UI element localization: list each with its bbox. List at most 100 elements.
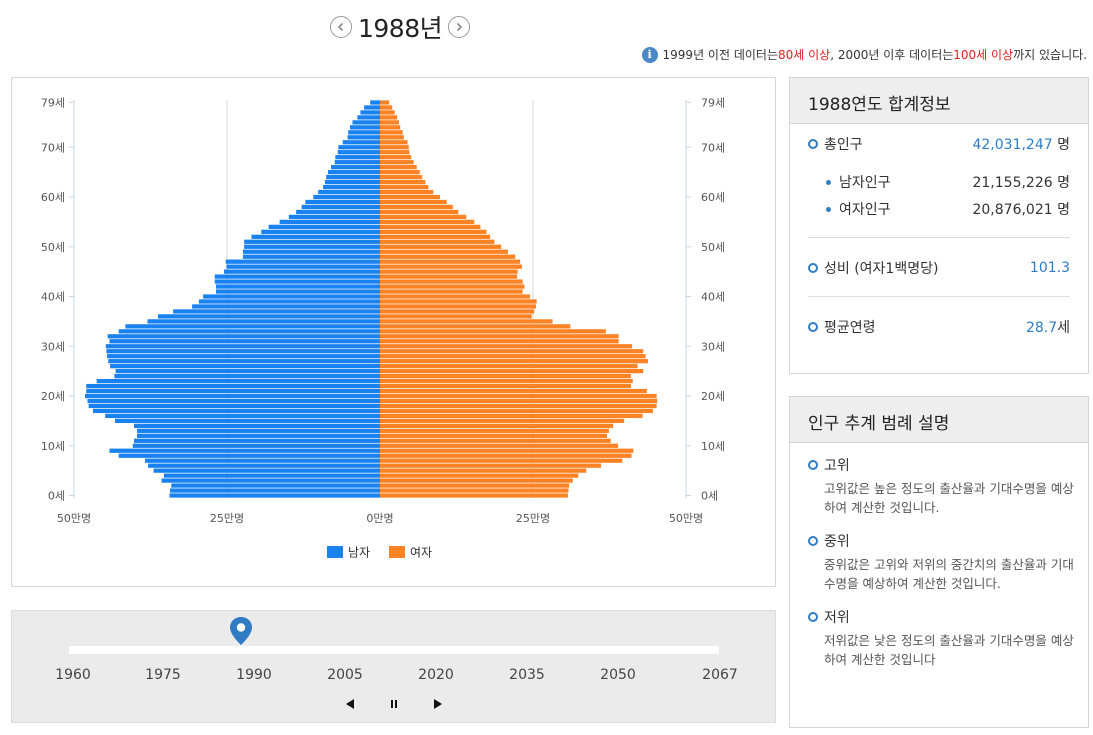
male-bar [118,329,381,334]
female-bar [380,234,491,239]
male-bar [223,269,380,274]
summary-title: 1988연도 합계정보 [790,78,1088,124]
female-bar [380,254,516,259]
slider-location-pin-icon[interactable] [228,616,254,646]
female-bar [380,110,395,115]
mean-age-value: 28.7 [1025,320,1058,336]
legend-item-title: 중위 [824,534,850,550]
male-bar [214,279,380,284]
male-bar [108,359,380,364]
male-bar [118,453,381,458]
bullet-ring-icon [808,536,818,546]
slider-year-labels: 1960 1975 1990 2005 2020 2035 2050 2067 [12,667,777,687]
year-navigator: 1988년 [330,12,471,43]
female-bar [380,304,537,309]
male-label: 남자인구 [839,175,891,191]
year-slider-track[interactable] [69,646,719,654]
female-bar [380,284,525,289]
y-tick-label-left: 60세 [41,191,65,204]
male-bar [279,219,380,225]
female-bar [380,349,644,354]
legend-label-female: 여자 [410,546,432,560]
male-bar [364,105,380,110]
female-bar [380,329,606,334]
female-bar [380,214,467,220]
female-bar [380,483,570,488]
male-bar [324,179,380,185]
male-bar [244,244,380,249]
female-bar [380,170,420,175]
male-bar [327,170,380,175]
note-suffix: 까지 있습니다. [1013,48,1087,62]
legend-item-desc: 저위값은 낮은 정도의 출산율과 기대수명을 예상하여 계산한 것입니다 [824,633,1074,667]
female-bar [380,373,631,379]
female-bar [380,100,390,105]
next-year-button[interactable] [448,16,471,38]
pause-button[interactable] [385,695,403,713]
male-bar [242,254,380,259]
female-bar [380,160,414,165]
slider-year-label: 2050 [600,667,636,683]
male-bar [85,393,381,399]
male-bar [157,314,380,319]
y-tick-label-right: 30세 [701,340,725,353]
female-bar [380,135,404,140]
y-tick-label-right: 10세 [701,440,725,453]
male-bar [305,199,380,205]
male-bar [288,214,380,220]
female-bar [380,319,553,324]
prev-year-button[interactable] [330,16,352,38]
female-bar [380,115,398,120]
male-bar [357,115,380,120]
male-bar [105,344,380,349]
note-middle: , 2000년 이후 데이터는 [830,48,954,62]
female-label: 여자인구 [839,202,891,218]
female-bar [380,488,569,493]
female-bar [380,388,647,394]
slider-year-label: 2067 [702,667,738,683]
female-bar [380,125,401,130]
male-bar [215,284,380,289]
play-forward-button[interactable] [429,695,447,713]
bullet-ring-icon [808,612,818,622]
female-bar [380,299,537,304]
year-slider-panel: 1960 1975 1990 2005 2020 2035 2050 2067 [11,610,776,723]
male-bar [96,378,381,384]
male-bar [360,110,380,115]
male-bar [87,398,381,404]
male-bar [161,478,380,483]
female-bar [380,130,403,135]
triangle-right-icon [434,699,442,709]
y-tick-label-right: 0세 [701,490,718,503]
female-bar [380,433,608,438]
male-bar [334,160,380,165]
female-bar [380,244,502,249]
female-bar [380,194,440,200]
legend-swatch-female [389,546,405,558]
slider-year-label: 2035 [509,667,545,683]
male-bar [348,130,380,135]
female-bar [380,155,412,160]
female-bar [380,359,649,364]
male-bar [313,194,380,200]
male-bar [214,274,380,279]
summary-panel: 1988연도 합계정보 총인구 42,031,247 명 남자인구 21,155… [789,77,1089,374]
male-bar [173,309,380,314]
male-bar [337,150,380,155]
male-bar [170,488,380,493]
triangle-left-icon [346,699,354,709]
female-bar [380,339,619,344]
female-bar [380,408,653,414]
divider [808,296,1070,297]
male-bar [225,259,380,264]
y-tick-label-right: 79세 [701,96,725,109]
female-bar [380,393,657,399]
play-backward-button[interactable] [341,695,359,713]
male-bar [226,264,380,269]
bullet-ring-icon [808,263,818,273]
female-bar [380,428,609,433]
female-bar [380,294,530,299]
y-tick-label-left: 0세 [48,490,65,503]
male-bar [109,448,380,453]
legend-item-title: 고위 [824,458,850,474]
